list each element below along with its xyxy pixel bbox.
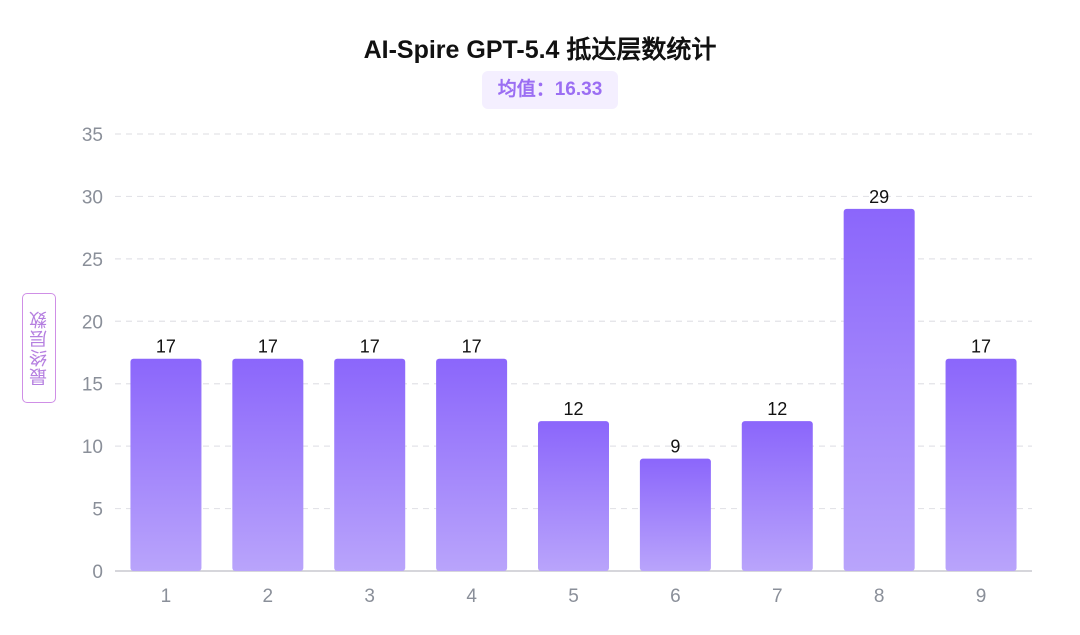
y-axis-ticks: 0 5 10 15 20 25 30 35 xyxy=(82,125,103,583)
y-tick-label: 30 xyxy=(82,187,103,208)
value-label-4: 17 xyxy=(462,337,482,357)
y-tick-label: 25 xyxy=(82,250,103,271)
value-label-2: 17 xyxy=(258,337,278,357)
value-label-6: 9 xyxy=(670,437,680,457)
y-axis-label-box: 最终层数 xyxy=(22,293,56,403)
bars xyxy=(130,208,1017,571)
y-tick-label: 5 xyxy=(92,500,103,521)
value-label-5: 12 xyxy=(563,399,583,419)
value-labels: 17 17 17 17 12 9 12 29 17 xyxy=(156,187,991,457)
x-tick-label: 1 xyxy=(161,586,172,607)
x-tick-label: 6 xyxy=(670,586,681,607)
value-label-3: 17 xyxy=(360,337,380,357)
x-tick-label: 7 xyxy=(772,586,783,607)
bar-1 xyxy=(130,358,202,571)
x-tick-label: 9 xyxy=(976,586,987,607)
bar-5 xyxy=(538,421,609,571)
y-tick-label: 35 xyxy=(82,125,103,146)
y-tick-label: 15 xyxy=(82,375,103,396)
x-tick-label: 4 xyxy=(466,586,477,607)
value-label-9: 17 xyxy=(971,337,991,357)
x-tick-label: 5 xyxy=(568,586,579,607)
mean-badge: 均值：16.33 xyxy=(482,71,618,109)
bar-7 xyxy=(741,421,813,571)
y-tick-label: 0 xyxy=(92,562,103,583)
x-tick-label: 8 xyxy=(874,586,885,607)
bar-9 xyxy=(945,358,1017,571)
bar-3 xyxy=(334,358,406,571)
x-tick-label: 3 xyxy=(364,586,375,607)
bar-8 xyxy=(843,208,915,571)
bar-2 xyxy=(232,358,304,571)
chart-title: AI-Spire GPT-5.4 抵达层数统计 xyxy=(363,36,717,64)
y-tick-label: 20 xyxy=(82,312,103,333)
y-tick-label: 10 xyxy=(82,437,103,458)
x-tick-label: 2 xyxy=(263,586,274,607)
x-axis-ticks: 1 2 3 4 5 6 7 8 9 xyxy=(161,586,987,607)
value-label-7: 12 xyxy=(767,399,787,419)
value-label-1: 17 xyxy=(156,337,176,357)
bar-6 xyxy=(639,458,711,571)
value-label-8: 29 xyxy=(869,187,889,207)
bar-4 xyxy=(436,358,508,571)
